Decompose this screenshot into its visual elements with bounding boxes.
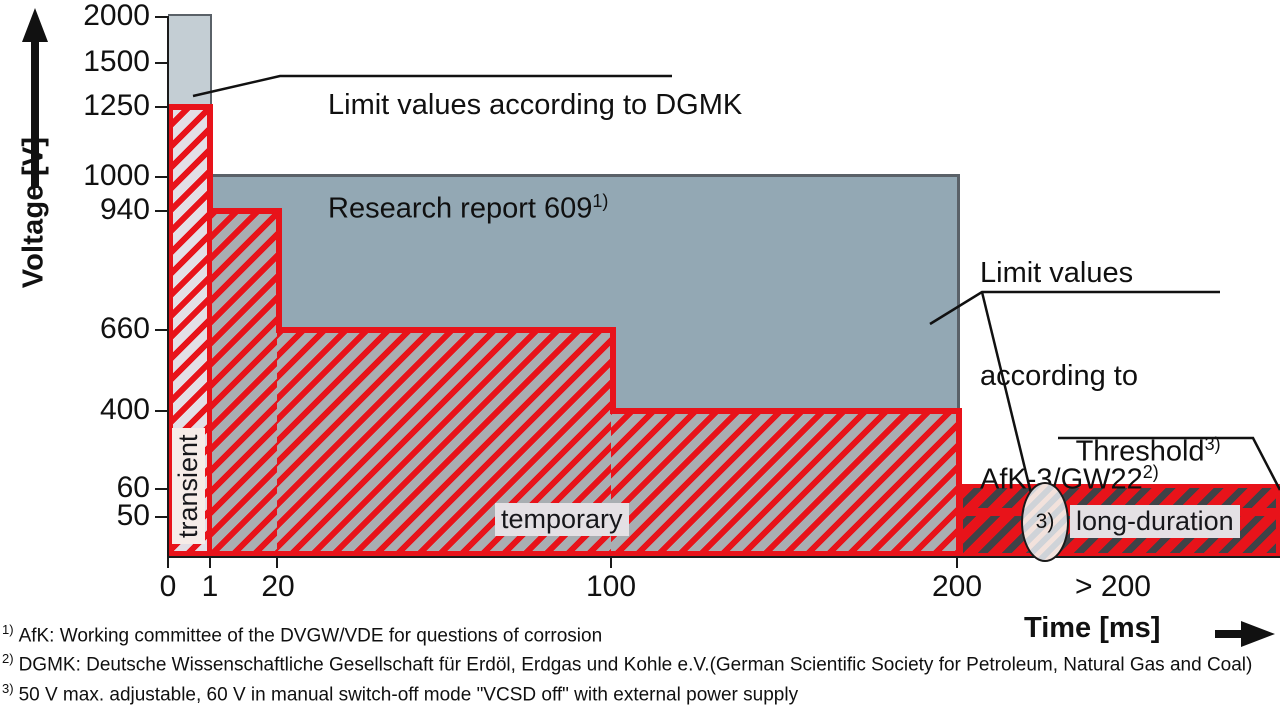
afk-100-200ms-right-edge	[956, 408, 962, 557]
callout-threshold-text: Threshold	[1075, 435, 1205, 468]
callout-dgmk-leader-line	[192, 74, 672, 98]
dgmk-region-transient-right-edge	[210, 14, 212, 106]
afk-transient-top-edge	[167, 104, 213, 110]
y-tick-1000	[155, 176, 167, 178]
callout-dgmk: Limit values according to DGMK Research …	[328, 20, 742, 260]
y-axis-title: Voltage [V]	[17, 136, 50, 289]
footnote-1-text: AfK: Working committee of the DVGW/VDE f…	[18, 625, 603, 647]
y-tick-1500	[155, 62, 167, 64]
afk-region-100-200ms	[611, 410, 957, 557]
x-tick-20	[276, 556, 278, 568]
footnote-2: 2) DGMK: Deutsche Wissenschaftliche Gesel…	[2, 650, 1252, 679]
plot-area: transient temporary long-duration	[167, 14, 1280, 557]
y-tick-label-60: 60	[116, 471, 150, 504]
callout-dgmk-line2: Research report 609	[328, 192, 593, 225]
y-tick-940	[155, 210, 167, 212]
callout-dgmk-line1: Limit values according to DGMK	[328, 89, 743, 122]
footnote-1: 1) AfK: Working committee of the DVGW/VDE…	[2, 621, 1102, 650]
dgmk-region-transient-top-edge	[168, 14, 212, 16]
afk-temporary-bottom-edge	[168, 551, 962, 557]
region-label-long-duration: long-duration	[1070, 505, 1240, 539]
callout-dgmk-superscript: 1)	[592, 191, 609, 212]
x-axis-arrow-icon	[1215, 621, 1275, 652]
threshold-marker-ellipse: 3)	[1021, 482, 1069, 562]
region-label-transient: transient	[172, 428, 206, 544]
afk-transient-right-edge	[207, 104, 213, 557]
region-label-temporary: temporary	[495, 503, 629, 537]
x-tick-1	[209, 556, 211, 568]
x-tick-100	[610, 556, 612, 568]
y-tick-50	[155, 516, 167, 518]
callout-threshold: Threshold3)	[1060, 400, 1221, 469]
y-tick-60	[155, 488, 167, 490]
afk-1-20ms-right-edge	[276, 208, 282, 330]
callout-afk-line3: AfK-3/GW22	[980, 463, 1143, 496]
afk-20-100ms-top-edge	[276, 327, 616, 333]
y-tick-400	[155, 410, 167, 412]
x-tick-label-20: 20	[261, 570, 295, 603]
y-tick-label-940: 940	[99, 193, 150, 226]
dgmk-region-transient	[168, 16, 210, 106]
x-tick-label-100: 100	[585, 570, 637, 603]
x-tick-label-0: 0	[159, 570, 177, 603]
footnote-2-marker: 2)	[2, 651, 14, 667]
y-axis-arrow-icon	[22, 8, 48, 193]
x-axis-line	[167, 556, 1280, 568]
callout-afk: Limit values according to AfK-3/GW222)	[980, 188, 1159, 531]
x-tick-label-gt200: > 200	[1075, 570, 1151, 603]
callout-threshold-leader-line	[1058, 436, 1280, 491]
x-axis-title: Time [ms]	[1024, 612, 1161, 644]
y-tick-label-2000: 2000	[83, 0, 150, 32]
callout-afk-leader-line	[929, 290, 1220, 519]
footnote-3-text: 50 V max. adjustable, 60 V in manual swi…	[18, 683, 799, 705]
callout-afk-line1: Limit values	[980, 257, 1134, 290]
callout-afk-superscript: 2)	[1142, 461, 1159, 482]
y-tick-660	[155, 329, 167, 331]
footnote-3-marker: 3)	[2, 680, 14, 696]
x-tick-label-200: 200	[931, 570, 983, 603]
y-tick-label-660: 660	[99, 312, 150, 345]
afk-100-200ms-top-edge	[610, 408, 962, 414]
y-tick-label-1500: 1500	[83, 45, 150, 78]
footnote-3: 3) 50 V max. adjustable, 60 V in manual s…	[2, 680, 1102, 709]
x-tick-0	[167, 556, 169, 568]
y-tick-label-400: 400	[99, 393, 150, 426]
y-tick-2000	[155, 16, 167, 18]
afk-1-20ms-top-edge	[210, 208, 282, 214]
x-tick-200	[956, 556, 958, 568]
footnote-1-marker: 1)	[2, 622, 14, 637]
afk-20-100ms-right-edge	[610, 327, 616, 412]
y-axis-line	[155, 16, 169, 557]
dgmk-region-temporary-right-edge	[957, 174, 960, 557]
y-tick-label-1000: 1000	[83, 159, 150, 192]
afk-transient-left-edge	[167, 104, 173, 557]
footnote-2-text: DGMK: Deutsche Wissenschaftliche Gesells…	[18, 654, 1253, 676]
x-tick-label-1: 1	[201, 570, 219, 603]
dgmk-region-temporary-top-edge	[210, 174, 959, 177]
footnotes-block: 1) AfK: Working committee of the DVGW/VDE…	[2, 621, 1252, 709]
y-tick-1250	[155, 106, 167, 108]
afk-region-1-20ms	[212, 210, 277, 557]
y-tick-label-50: 50	[116, 499, 150, 532]
y-tick-label-1250: 1250	[83, 89, 150, 122]
threshold-marker-label: 3)	[1035, 510, 1055, 533]
